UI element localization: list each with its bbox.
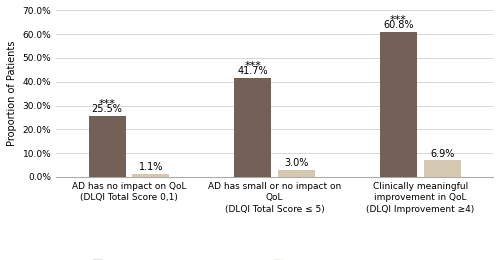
Text: 41.7%: 41.7% bbox=[238, 66, 268, 76]
Text: ***: *** bbox=[390, 15, 407, 25]
Text: ***: *** bbox=[98, 99, 116, 109]
Bar bbox=[132, 174, 170, 177]
Text: 3.0%: 3.0% bbox=[284, 158, 308, 168]
Bar bbox=[234, 78, 272, 177]
Bar bbox=[88, 116, 126, 177]
Y-axis label: Proportion of Patients: Proportion of Patients bbox=[7, 41, 17, 146]
Text: 60.8%: 60.8% bbox=[383, 20, 414, 30]
Text: 1.1%: 1.1% bbox=[138, 162, 163, 172]
Text: 6.9%: 6.9% bbox=[430, 148, 454, 159]
Text: ***: *** bbox=[244, 61, 261, 70]
Bar bbox=[278, 170, 315, 177]
Bar bbox=[424, 160, 461, 177]
Text: 25.5%: 25.5% bbox=[92, 104, 122, 114]
Bar bbox=[380, 32, 417, 177]
